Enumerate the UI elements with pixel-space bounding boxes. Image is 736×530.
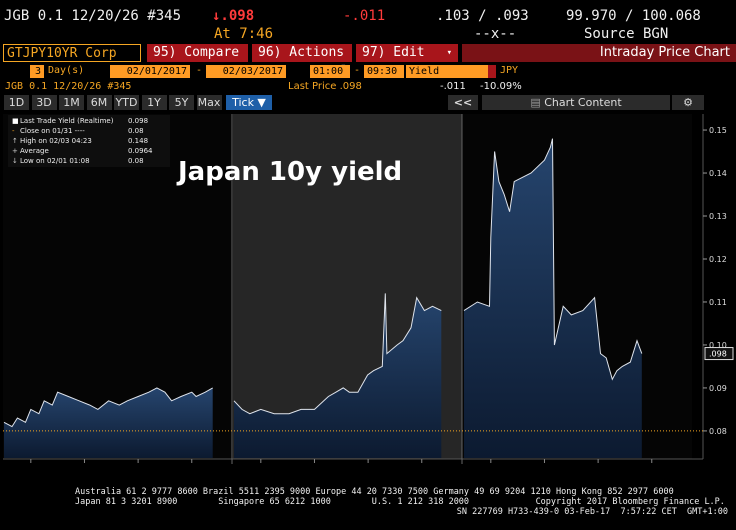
button-label: 96) Actions xyxy=(258,45,345,60)
legend-value: 0.0964 xyxy=(128,147,153,155)
count-input[interactable]: 3 xyxy=(30,65,44,78)
y-tick-label: 0.08 xyxy=(709,427,727,436)
y-tick-label: 0.12 xyxy=(709,255,727,264)
field-select[interactable]: Yield xyxy=(406,65,488,78)
legend-value: 0.08 xyxy=(128,127,144,135)
bid-ask: .103 / .093 xyxy=(436,8,529,24)
legend-label: Last Trade Yield (Realtime) xyxy=(20,117,114,125)
period-button[interactable]: YTD xyxy=(114,95,139,110)
info-pct: -10.09% xyxy=(480,81,522,92)
separator: - xyxy=(354,65,361,76)
period-button[interactable]: 1D xyxy=(4,95,29,110)
legend-box xyxy=(8,115,170,167)
legend-value: 0.098 xyxy=(128,117,148,125)
marker: --x-- xyxy=(474,26,517,42)
price: 99.970 / 100.068 xyxy=(566,8,701,24)
legend-value: 0.148 xyxy=(128,137,148,145)
footer-line: Japan 81 3 3201 8900 Singapore 65 6212 1… xyxy=(75,497,725,507)
last-label: .098 xyxy=(709,350,727,359)
line xyxy=(463,138,643,381)
area xyxy=(464,138,642,458)
button-label: 97) Edit xyxy=(362,45,425,60)
last-price: ↓.098 xyxy=(212,8,255,24)
line xyxy=(233,293,442,415)
actions-button[interactable]: 96) Actions▾ xyxy=(252,44,352,72)
info-change: -.011 xyxy=(440,81,466,92)
period-button[interactable]: Max xyxy=(196,95,222,110)
info-last: Last Price .098 xyxy=(288,81,362,92)
y-tick-label: 0.15 xyxy=(709,126,727,135)
legend-symbol: + xyxy=(12,147,18,155)
ticker: GTJPY10YR Corp xyxy=(7,46,117,61)
compare-button[interactable]: 95) Compare xyxy=(147,44,248,62)
y-tick-label: 0.10 xyxy=(709,341,727,350)
field-dropdown[interactable] xyxy=(488,65,496,78)
edit-button[interactable]: 97) Edit ▾ xyxy=(356,44,458,62)
area xyxy=(234,293,442,458)
start-date[interactable]: 02/01/2017 xyxy=(110,65,190,78)
net-change: -.011 xyxy=(343,8,386,24)
annotation: Japan 10y yield xyxy=(176,157,402,187)
legend-symbol: ■ xyxy=(12,117,19,125)
line xyxy=(3,387,213,428)
info-security: JGB 0.1 12/20/26 #345 xyxy=(5,81,132,92)
from-time[interactable]: 01:00 xyxy=(310,65,350,78)
content-label: Chart Content xyxy=(544,96,622,109)
period-button[interactable]: 5Y xyxy=(169,95,194,110)
source: Source BGN xyxy=(584,26,669,42)
currency: JPY xyxy=(500,65,519,76)
legend-label: Low on 02/01 01:08 xyxy=(20,157,90,165)
y-tick-label: 0.14 xyxy=(709,169,727,178)
y-tick-label: 0.11 xyxy=(709,298,727,307)
period-button[interactable]: 3D xyxy=(31,95,57,110)
chart: 0.080.090.100.110.120.130.140.1502:0004:… xyxy=(3,114,734,464)
field: Yield xyxy=(409,66,440,77)
legend-label: Average xyxy=(20,147,49,155)
legend-symbol: - xyxy=(12,127,15,135)
footer-line: SN 227769 H733-439-0 03-Feb-17 7:57:22 C… xyxy=(456,507,728,517)
legend-symbol: ↑ xyxy=(12,137,18,145)
button-label: 95) Compare xyxy=(153,45,240,60)
legend-symbol: ↓ xyxy=(12,157,18,165)
area xyxy=(4,387,213,458)
chart-content-button[interactable]: ▤ Chart Content xyxy=(482,95,670,110)
security: JGB 0.1 12/20/26 #345 xyxy=(4,8,182,24)
last-marker xyxy=(704,347,734,361)
legend-value: 0.08 xyxy=(128,157,144,165)
to-time[interactable]: 09:30 xyxy=(364,65,404,78)
mode-button[interactable]: Tick ▼ xyxy=(226,95,272,110)
mode: Tick xyxy=(232,96,254,109)
period-button[interactable]: 6M xyxy=(86,95,112,110)
unit: Day(s) xyxy=(48,65,85,76)
legend-label: High on 02/03 04:23 xyxy=(20,137,92,145)
settings-button[interactable]: ⚙ xyxy=(672,95,704,110)
screen-title: Intraday Price Chart xyxy=(462,44,736,62)
y-tick-label: 0.09 xyxy=(709,384,727,393)
y-tick-label: 0.13 xyxy=(709,212,727,221)
period-button[interactable]: 1M xyxy=(59,95,84,110)
time: At 7:46 xyxy=(214,26,274,42)
separator: - xyxy=(196,65,203,76)
legend-label: Close on 01/31 ---- xyxy=(20,127,85,135)
nav-button[interactable]: << xyxy=(448,95,478,110)
end-date[interactable]: 02/03/2017 xyxy=(206,65,286,78)
ticker-input[interactable]: GTJPY10YR Corp xyxy=(3,44,141,62)
footer-line: Australia 61 2 9777 8600 Brazil 5511 239… xyxy=(75,487,674,497)
period-button[interactable]: 1Y xyxy=(141,95,167,110)
